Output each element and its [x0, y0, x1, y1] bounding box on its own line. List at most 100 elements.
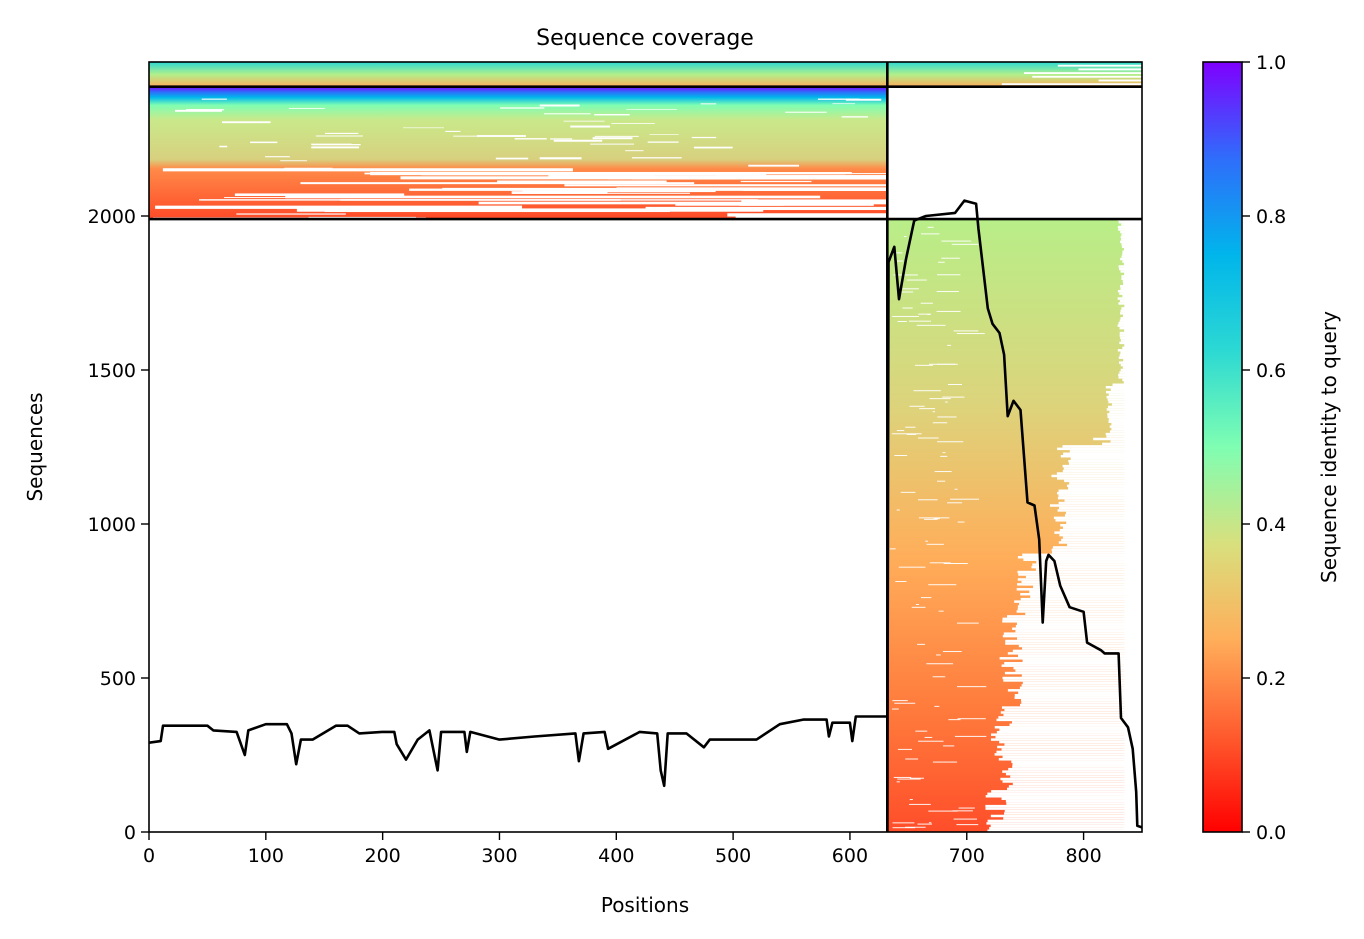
- coverage-mask: [1017, 570, 1142, 574]
- coverage-mask: [1120, 257, 1142, 261]
- coverage-mask: [1005, 639, 1142, 643]
- coverage-gap: [897, 778, 921, 780]
- coverage-mask: [1120, 317, 1142, 320]
- coverage-mask: [996, 718, 1142, 722]
- coverage-mask: [1020, 592, 1142, 596]
- coverage-mask: [1014, 600, 1142, 603]
- coverage-mask: [1118, 265, 1142, 268]
- coverage-gap: [913, 390, 941, 392]
- y-axis-label: Sequences: [23, 392, 47, 501]
- coverage-gap: [938, 261, 945, 263]
- coverage-mask: [1121, 275, 1142, 278]
- coverage-mask: [1004, 812, 1142, 815]
- coverage-gap: [691, 136, 717, 139]
- coverage-mask: [1109, 410, 1142, 414]
- coverage-gap: [495, 157, 529, 160]
- coverage-mask: [1119, 292, 1142, 295]
- coverage-mask: [1031, 565, 1142, 569]
- coverage-mask: [1021, 580, 1142, 584]
- coverage-gap: [929, 363, 955, 365]
- coverage-mask: [1121, 233, 1142, 236]
- coverage-gap: [536, 192, 690, 194]
- coverage-mask: [1012, 763, 1142, 766]
- coverage-gap: [949, 498, 980, 500]
- coverage-mask: [1119, 319, 1142, 322]
- coverage-mask: [1003, 713, 1142, 717]
- coverage-mask: [1057, 491, 1142, 495]
- coverage-gap: [594, 135, 639, 137]
- coverage-gap: [522, 190, 716, 193]
- coverage-gap: [902, 288, 919, 290]
- coverage-mask: [1058, 501, 1142, 505]
- coverage-mask: [1005, 772, 1142, 776]
- coverage-gap: [315, 135, 363, 137]
- coverage-gap: [918, 313, 932, 315]
- coverage-mask: [1117, 324, 1142, 327]
- coverage-gap: [893, 260, 904, 262]
- coverage-gap: [645, 206, 888, 211]
- coverage-mask: [1058, 489, 1142, 492]
- coverage-mask: [1110, 440, 1142, 443]
- coverage-gap: [250, 141, 278, 144]
- coverage-block-c-terminal: [887, 218, 1142, 832]
- coverage-mask: [1123, 381, 1142, 384]
- coverage-gap: [905, 426, 916, 428]
- coverage-mask: [1003, 632, 1142, 635]
- coverage-mask: [996, 750, 1142, 754]
- coverage-gap: [952, 810, 973, 812]
- coverage-gap: [934, 471, 952, 473]
- coverage-gap: [1057, 64, 1142, 67]
- coverage-mask: [1124, 304, 1142, 308]
- coverage-gap: [941, 240, 972, 242]
- coverage-mask: [1005, 799, 1142, 803]
- coverage-gap: [903, 236, 907, 238]
- x-tick-label: 400: [598, 845, 634, 867]
- coverage-gap: [174, 109, 223, 112]
- colorbar-gradient: [1202, 61, 1243, 833]
- coverage-mask: [1022, 659, 1142, 662]
- coverage-gap: [325, 132, 359, 135]
- coverage-gap: [631, 157, 682, 159]
- coverage-mask: [1005, 642, 1142, 645]
- coverage-gap: [308, 216, 416, 218]
- coverage-gap: [925, 540, 928, 542]
- coverage-gap: [929, 398, 951, 400]
- coverage-mask: [1051, 551, 1142, 554]
- coverage-mask: [1111, 403, 1142, 406]
- coverage-mask: [1002, 770, 1142, 773]
- coverage-gap: [908, 320, 932, 322]
- x-tick-label: 600: [832, 845, 868, 867]
- colorbar-ticks: 0.0 0.2 0.4 0.6 0.8 1.0: [1242, 52, 1286, 844]
- coverage-mask: [987, 819, 1142, 823]
- coverage-mask: [1001, 748, 1142, 751]
- coverage-mask: [1004, 809, 1142, 813]
- coverage-gap: [608, 177, 888, 180]
- coverage-gap: [918, 437, 939, 439]
- coverage-gap: [916, 324, 946, 326]
- plot-frame: [148, 61, 1143, 833]
- coverage-mask: [985, 795, 1142, 798]
- coverage-block-full: [149, 62, 1142, 87]
- coverage-gap: [727, 213, 888, 217]
- coverage-gap: [926, 663, 954, 665]
- coverage-mask: [1109, 430, 1142, 433]
- coverage-gap: [920, 597, 932, 599]
- coverage-gap: [924, 518, 938, 520]
- coverage-mask: [1061, 538, 1142, 542]
- coverage-mask: [1063, 467, 1142, 470]
- coverage-mask: [1019, 602, 1142, 606]
- coverage-mask: [1060, 455, 1142, 458]
- coverage-mask: [1057, 477, 1142, 480]
- coverage-mask: [1106, 435, 1142, 438]
- coverage-gap: [893, 776, 912, 778]
- coverage-gap: [845, 98, 882, 101]
- coverage-gap: [280, 160, 307, 162]
- coverage-mask: [1123, 282, 1142, 285]
- coverage-mask: [1118, 302, 1142, 305]
- colorbar-tick-label: 0.2: [1256, 668, 1286, 690]
- coverage-mask: [1108, 393, 1142, 396]
- coverage-mask: [1108, 420, 1142, 423]
- coverage-gap: [300, 182, 695, 185]
- y-tick-label: 1500: [88, 360, 136, 382]
- coverage-mask: [1068, 459, 1142, 463]
